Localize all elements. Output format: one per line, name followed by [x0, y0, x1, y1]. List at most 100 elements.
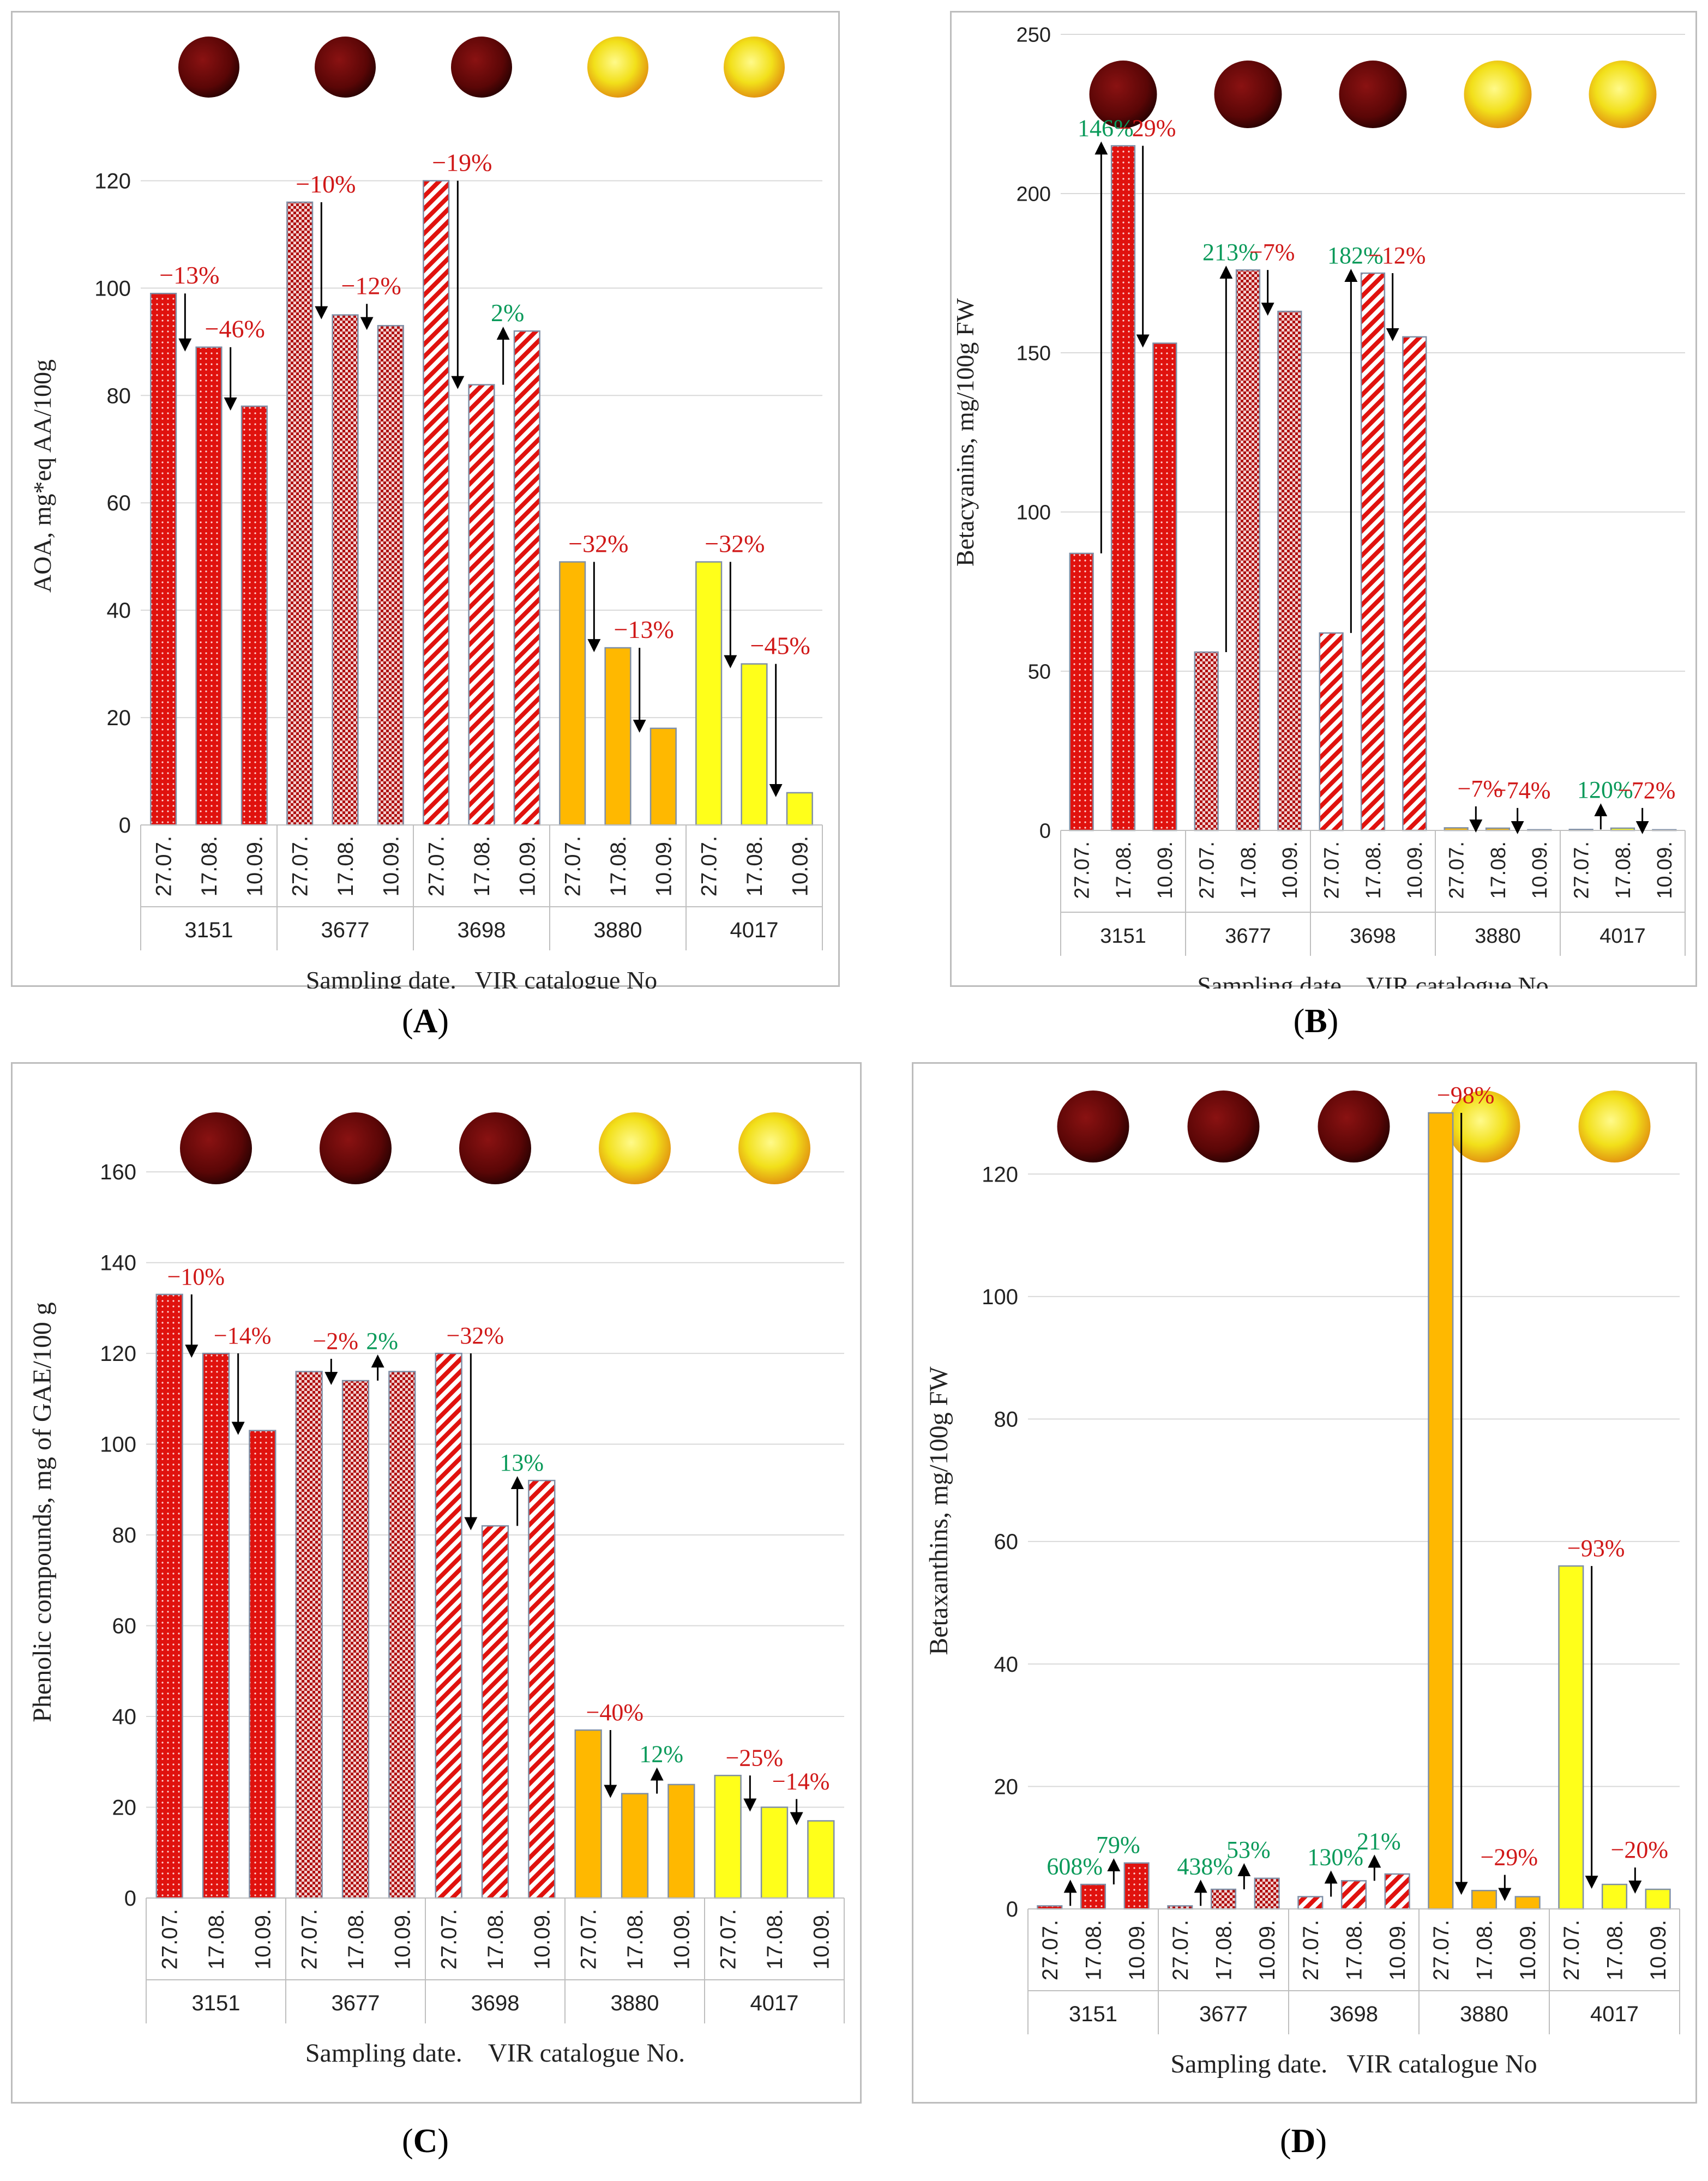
date-tick-label: 27.07.: [697, 836, 721, 896]
date-tick-label: 27.07.: [1320, 841, 1343, 899]
bar: [714, 1775, 742, 1899]
yellow-beet-icon: [587, 37, 648, 98]
bar: [468, 384, 495, 826]
yellow-beet-icon: [1589, 61, 1657, 128]
date-tick-label: 17.08.: [743, 836, 767, 896]
bar: [150, 292, 177, 826]
change-label: −32%: [568, 530, 628, 558]
y-tick-label: 40: [994, 1653, 1019, 1677]
change-label: −74%: [1493, 777, 1550, 804]
date-tick-label: 27.07.: [1445, 841, 1468, 899]
bar: [388, 1371, 416, 1899]
bar: [195, 346, 222, 826]
caption-a: (A): [401, 1003, 449, 1040]
change-label: −12%: [1368, 242, 1426, 269]
caption-b: (B): [1293, 1003, 1339, 1040]
y-tick-label: 140: [100, 1251, 136, 1275]
date-tick-label: 27.07.: [425, 836, 449, 896]
date-tick-label: 17.08.: [1612, 841, 1635, 899]
change-label: −20%: [1611, 1836, 1668, 1863]
date-tick-label: 17.08.: [484, 1909, 508, 1969]
change-label: −7%: [1458, 775, 1503, 802]
y-tick-label: 20: [107, 706, 131, 730]
catalogue-label: 3880: [594, 918, 642, 942]
catalogue-label: 3880: [611, 1991, 659, 2015]
yellow-beet-icon: [1448, 1090, 1520, 1162]
red-beet-icon: [1187, 1090, 1260, 1162]
date-tick-label: 27.07.: [152, 836, 176, 896]
date-tick-label: 27.07.: [1429, 1920, 1453, 1980]
change-label: −45%: [750, 632, 810, 660]
catalogue-label: 3698: [471, 1991, 520, 2015]
y-tick-label: 50: [1028, 660, 1051, 683]
change-label: −14%: [772, 1768, 829, 1795]
bar: [1645, 1888, 1671, 1910]
change-label: −13%: [614, 616, 674, 643]
red-beet-icon: [451, 37, 512, 98]
date-tick-label: 27.07.: [288, 836, 312, 896]
panel-c: 0 20 40 60 80 100 120 140 160 27.07. 17.08. 10.09. 3…: [11, 1062, 862, 2104]
date-tick-label: 17.08.: [606, 836, 630, 896]
change-label: −13%: [159, 261, 219, 289]
change-label: −2%: [313, 1328, 358, 1354]
date-tick-label: 17.08.: [470, 836, 494, 896]
date-tick-label: 10.09.: [1279, 841, 1302, 899]
bar: [155, 1293, 183, 1899]
y-axis-title: AOA, mg*eq AA/100g: [28, 359, 56, 593]
bar: [481, 1525, 509, 1899]
bar: [341, 1379, 370, 1899]
change-label: −10%: [296, 170, 356, 198]
y-tick-label: 60: [994, 1530, 1019, 1554]
chart-c: 0 20 40 60 80 100 120 140 160 27.07. 17.08. 10.09. 3…: [28, 1112, 845, 2068]
change-label: 608%: [1047, 1853, 1103, 1879]
date-tick-label: 10.09.: [670, 1909, 694, 1969]
bar: [667, 1784, 695, 1899]
change-label: −7%: [1249, 239, 1295, 266]
date-tick-label: 17.08.: [205, 1909, 228, 1969]
date-tick-label: 27.07.: [1570, 841, 1593, 899]
bar: [1235, 269, 1261, 832]
change-label: 21%: [1357, 1828, 1401, 1854]
change-label: −25%: [726, 1744, 783, 1771]
date-tick-label: 17.08.: [1343, 1920, 1367, 1980]
date-tick-label: 10.09.: [652, 836, 676, 896]
y-tick-label: 100: [1017, 501, 1051, 524]
bar: [786, 792, 813, 826]
change-label: −72%: [1618, 777, 1675, 804]
bar: [1110, 145, 1136, 832]
change-label: −93%: [1567, 1535, 1625, 1562]
bar: [695, 561, 723, 826]
bar: [1319, 632, 1344, 832]
change-label: −10%: [167, 1263, 225, 1290]
y-axis-title: Betaxanthins, mg/100g FW: [924, 1366, 953, 1655]
change-label: −12%: [341, 272, 401, 299]
y-axis-title: Betacyanins, mg/100g FW: [952, 298, 979, 566]
date-tick-label: 10.09.: [515, 836, 539, 896]
date-tick-label: 17.08.: [334, 836, 358, 896]
date-tick-label: 10.09.: [1125, 1920, 1149, 1980]
bar: [1558, 1565, 1584, 1910]
y-tick-label: 120: [100, 1342, 136, 1366]
bar: [559, 561, 586, 826]
caption-d: (D): [1279, 2123, 1327, 2160]
change-label: −29%: [1118, 115, 1176, 141]
change-label: −46%: [205, 315, 265, 343]
bar: [1254, 1877, 1280, 1910]
y-tick-label: 0: [119, 814, 131, 838]
bar: [574, 1729, 602, 1899]
x-axis-title: Sampling date. VIR catalogue No: [1197, 972, 1548, 989]
date-tick-label: 27.07.: [577, 1909, 601, 1969]
catalogue-label: 3677: [1199, 2002, 1248, 2026]
date-tick-label: 10.09.: [1404, 841, 1427, 899]
bar: [1402, 336, 1427, 832]
date-tick-label: 10.09.: [1653, 841, 1676, 899]
date-tick-label: 27.07.: [1038, 1920, 1062, 1980]
change-label: 13%: [500, 1449, 544, 1476]
bar: [332, 314, 359, 826]
bar: [1123, 1862, 1150, 1910]
y-tick-label: 100: [100, 1433, 136, 1457]
bar: [377, 325, 404, 826]
bar: [1297, 1896, 1324, 1910]
date-tick-label: 10.09.: [1386, 1920, 1410, 1980]
change-label: 79%: [1096, 1831, 1140, 1858]
